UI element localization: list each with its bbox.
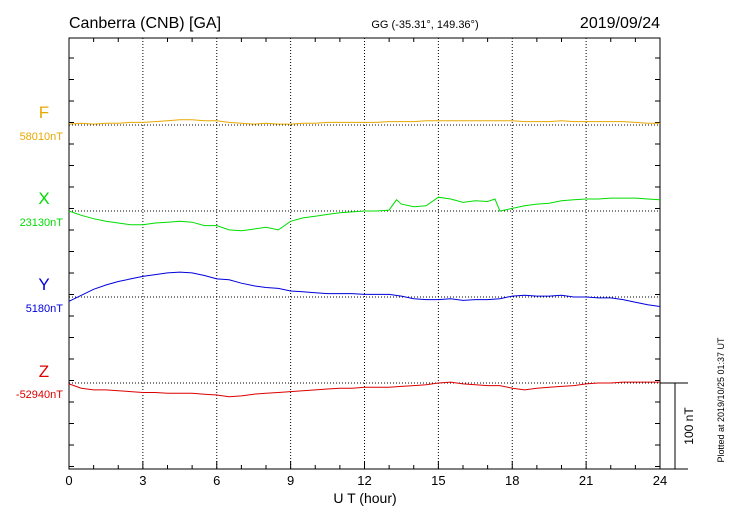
x-tick-label-3: 3	[139, 473, 146, 488]
series-labels: F 58010nT X 23130nT Y 5180nT Z -52940nT	[16, 103, 63, 401]
grid-lines	[142, 38, 587, 469]
baseline-lines	[69, 124, 660, 384]
series-name-y: Y	[38, 275, 49, 294]
series-name-x: X	[38, 189, 49, 208]
x-tick-label-15: 15	[431, 473, 445, 488]
coordinates-label: GG (-35.31°, 149.36°)	[371, 19, 478, 31]
date-label: 2019/09/24	[580, 15, 660, 32]
axis-ticks	[68, 38, 661, 469]
series-line-y	[68, 271, 661, 307]
x-tick-label-6: 6	[213, 473, 220, 488]
scale-bar: 100 nT	[660, 382, 696, 470]
series-lines	[68, 119, 661, 398]
x-tick-labels: 0 3 6 9 12 15 18 21 24	[65, 473, 667, 488]
series-name-z: Z	[39, 362, 49, 381]
series-baseline-z: -52940nT	[16, 389, 63, 401]
x-tick-label-0: 0	[65, 473, 72, 488]
series-baseline-x: 23130nT	[20, 217, 64, 229]
x-tick-label-18: 18	[505, 473, 519, 488]
plotted-timestamp: Plotted at 2019/10/25 01:37 UT	[716, 337, 726, 463]
x-axis-label: U T (hour)	[333, 490, 396, 506]
x-tick-label-9: 9	[287, 473, 294, 488]
series-line-f	[68, 119, 660, 125]
x-tick-label-21: 21	[579, 473, 593, 488]
x-tick-label-24: 24	[653, 473, 667, 488]
series-name-f: F	[39, 103, 49, 122]
scale-bar-label: 100 nT	[682, 407, 696, 445]
series-line-z	[68, 381, 660, 398]
series-baseline-y: 5180nT	[26, 303, 64, 315]
series-baseline-f: 58010nT	[20, 131, 64, 143]
series-line-x	[68, 196, 661, 232]
station-title: Canberra (CNB) [GA]	[69, 15, 221, 32]
x-tick-label-12: 12	[357, 473, 371, 488]
